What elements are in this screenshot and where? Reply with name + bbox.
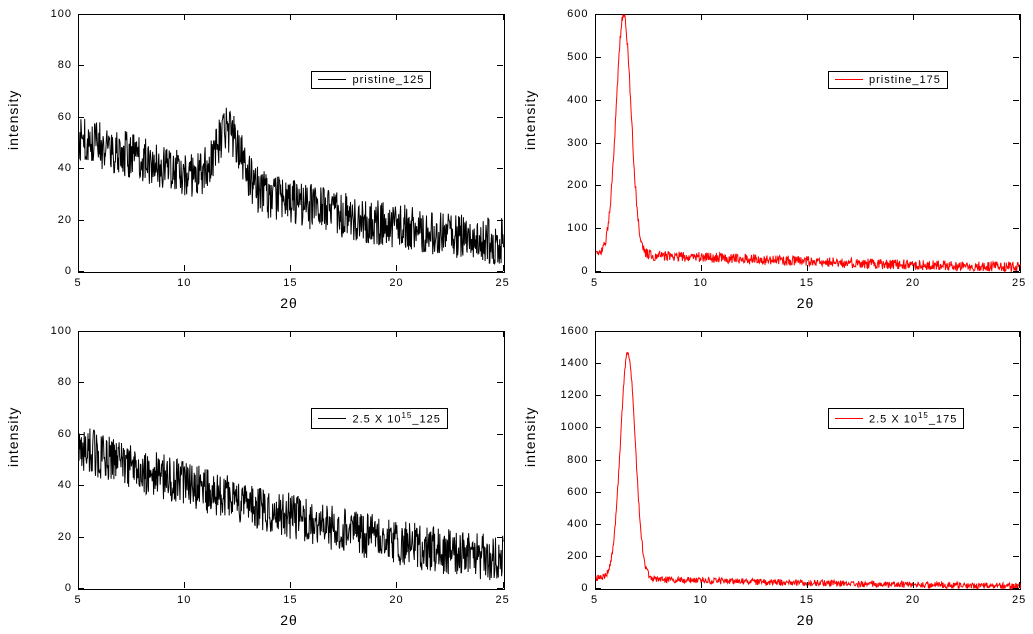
panel-grid: intensity 2θ pristine_125 5 10 15 20 25 0 20 40…	[0, 0, 1033, 634]
x-tick-label: 5	[75, 277, 82, 289]
legend-swatch	[835, 79, 863, 80]
y-tick-label: 100	[51, 325, 73, 337]
x-tick-label: 20	[906, 594, 920, 606]
y-tick-label: 200	[567, 179, 589, 191]
x-tick-label: 15	[800, 594, 814, 606]
legend: pristine_175	[828, 71, 948, 89]
y-tick-label: 400	[567, 518, 589, 530]
y-tick-label: 200	[567, 550, 589, 562]
y-tick-label: 600	[567, 8, 589, 20]
trace	[596, 332, 1021, 589]
y-tick-label: 80	[57, 376, 72, 388]
y-tick-label: 0	[64, 582, 73, 594]
legend-swatch	[318, 79, 346, 80]
x-tick-label: 15	[800, 277, 814, 289]
x-tick-label: 10	[177, 594, 191, 606]
trace	[79, 332, 504, 589]
x-tick-label: 25	[496, 277, 510, 289]
panel-2p5e15-175: intensity 2θ 2.5 X 1015_175 5 10 15 20 25 0 20…	[517, 317, 1033, 634]
y-axis-label: intensity	[522, 453, 538, 467]
y-tick-label: 600	[567, 486, 589, 498]
x-tick-label: 15	[283, 594, 297, 606]
trace	[79, 15, 504, 272]
panel-pristine-125: intensity 2θ pristine_125 5 10 15 20 25 0 20 40…	[0, 0, 517, 317]
y-tick-label: 800	[567, 454, 589, 466]
y-tick-label: 40	[57, 479, 72, 491]
x-tick-label: 15	[283, 277, 297, 289]
legend-label: pristine_175	[869, 74, 941, 86]
x-tick-label: 25	[496, 594, 510, 606]
y-tick-label: 1000	[561, 421, 589, 433]
x-tick-label: 5	[591, 594, 598, 606]
y-tick-label: 40	[57, 162, 72, 174]
y-tick-label: 500	[567, 51, 589, 63]
y-tick-label: 300	[567, 137, 589, 149]
x-tick-label: 20	[389, 277, 403, 289]
x-axis-label: 2θ	[797, 612, 815, 628]
x-axis-label: 2θ	[280, 295, 298, 311]
legend-label: pristine_125	[352, 74, 424, 86]
plot-area-br	[595, 331, 1022, 590]
legend-swatch	[318, 418, 346, 419]
x-tick-label: 10	[177, 277, 191, 289]
y-tick-label: 20	[57, 531, 72, 543]
panel-2p5e15-125: intensity 2θ 2.5 X 1015_125 5 10 15 20 25 0 20…	[0, 317, 517, 634]
legend-label: 2.5 X 1015_175	[869, 411, 957, 426]
y-tick-label: 60	[57, 111, 72, 123]
y-tick-label: 0	[64, 265, 73, 277]
legend: 2.5 X 1015_175	[828, 408, 964, 429]
y-axis-label: intensity	[5, 136, 21, 150]
x-tick-label: 5	[591, 277, 598, 289]
panel-pristine-175: intensity 2θ pristine_175 5 10 15 20 25 0 100 2…	[517, 0, 1033, 317]
y-tick-label: 0	[580, 265, 589, 277]
x-tick-label: 25	[1012, 277, 1026, 289]
legend: 2.5 X 1015_125	[311, 408, 447, 429]
y-axis-label: intensity	[5, 453, 21, 467]
y-tick-label: 20	[57, 214, 72, 226]
y-tick-label: 400	[567, 94, 589, 106]
x-tick-label: 10	[694, 277, 708, 289]
y-tick-label: 1200	[561, 389, 589, 401]
x-axis-label: 2θ	[797, 295, 815, 311]
legend: pristine_125	[311, 71, 431, 89]
y-tick-label: 60	[57, 428, 72, 440]
plot-area-tr	[595, 14, 1022, 273]
y-tick-label: 100	[567, 222, 589, 234]
y-tick-label: 80	[57, 59, 72, 71]
figure: intensity 2θ pristine_125 5 10 15 20 25 0 20 40…	[0, 0, 1033, 634]
y-tick-label: 100	[51, 8, 73, 20]
y-axis-label: intensity	[522, 136, 538, 150]
y-tick-label: 0	[580, 582, 589, 594]
legend-label: 2.5 X 1015_125	[352, 411, 440, 426]
plot-area-bl	[78, 331, 505, 590]
y-tick-label: 1600	[561, 325, 589, 337]
x-axis-label: 2θ	[280, 612, 298, 628]
plot-area-tl	[78, 14, 505, 273]
x-tick-label: 10	[694, 594, 708, 606]
x-tick-label: 5	[75, 594, 82, 606]
y-tick-label: 1400	[561, 357, 589, 369]
trace	[596, 15, 1021, 272]
x-tick-label: 20	[389, 594, 403, 606]
x-tick-label: 20	[906, 277, 920, 289]
x-tick-label: 25	[1012, 594, 1026, 606]
legend-swatch	[835, 418, 863, 419]
